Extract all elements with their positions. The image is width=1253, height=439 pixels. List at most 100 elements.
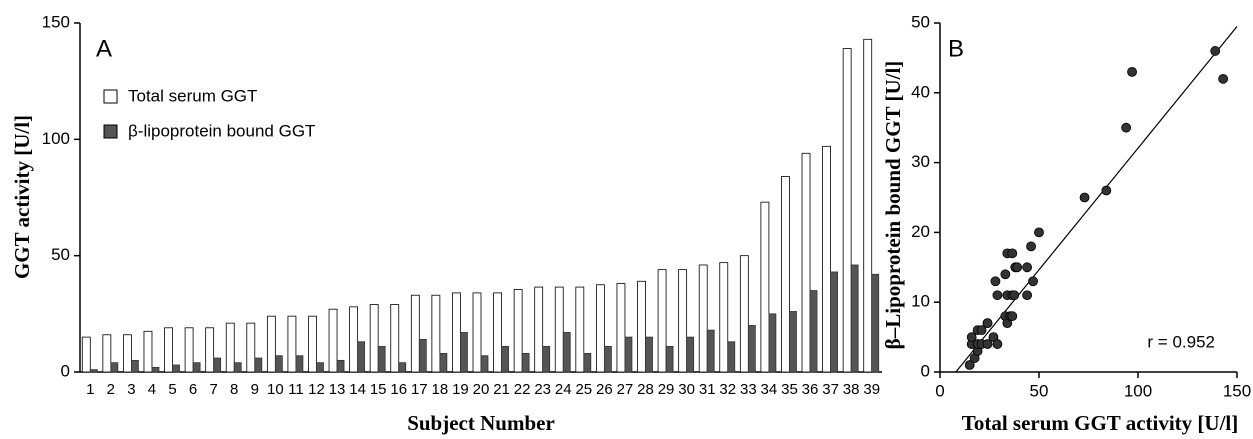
panel-label: B bbox=[948, 35, 964, 62]
bar bbox=[562, 332, 571, 373]
bar bbox=[410, 294, 420, 373]
x-tick-label: 34 bbox=[761, 381, 778, 398]
bar bbox=[747, 325, 756, 373]
bar bbox=[583, 352, 592, 373]
bar bbox=[645, 336, 653, 373]
x-tick-label: 3 bbox=[127, 381, 135, 398]
point bbox=[990, 276, 1001, 287]
bar bbox=[225, 322, 235, 373]
point bbox=[1210, 46, 1221, 56]
bar bbox=[192, 362, 201, 373]
bar bbox=[205, 327, 215, 373]
y-tick-label: 10 bbox=[911, 292, 930, 311]
x-tick-label: 11 bbox=[288, 381, 304, 398]
bar bbox=[657, 269, 667, 373]
x-tick-label: 38 bbox=[843, 381, 860, 398]
bar bbox=[184, 327, 194, 373]
x-tick-label: 25 bbox=[575, 381, 592, 398]
bar bbox=[871, 273, 880, 373]
point bbox=[1009, 290, 1020, 301]
point bbox=[1101, 185, 1112, 196]
point bbox=[1121, 122, 1132, 133]
annotation: r = 0.952 bbox=[1147, 332, 1215, 351]
point bbox=[992, 290, 1003, 301]
bar bbox=[143, 330, 153, 373]
point bbox=[1028, 276, 1038, 287]
x-tick-label: 28 bbox=[637, 381, 654, 398]
bar bbox=[534, 286, 544, 373]
bar bbox=[254, 357, 263, 373]
bar bbox=[863, 38, 873, 373]
point bbox=[1026, 241, 1036, 252]
bar bbox=[390, 304, 400, 373]
legend-label: β-lipoprotein bound GGT bbox=[128, 121, 315, 140]
bar bbox=[151, 366, 160, 373]
x-tick-label: 26 bbox=[596, 381, 613, 398]
x-tick-label: 10 bbox=[267, 381, 284, 398]
bar bbox=[768, 313, 777, 373]
bar bbox=[809, 290, 818, 373]
bar bbox=[595, 284, 605, 373]
x-tick-label: 23 bbox=[534, 381, 551, 398]
point bbox=[1007, 248, 1018, 259]
bar bbox=[850, 264, 859, 373]
bar bbox=[377, 346, 386, 373]
bar bbox=[739, 255, 749, 373]
x-tick-label: 5 bbox=[168, 381, 176, 398]
x-tick-label: 22 bbox=[514, 381, 531, 398]
x-tick-label: 8 bbox=[230, 381, 238, 398]
bar bbox=[452, 292, 461, 373]
bar bbox=[123, 334, 132, 373]
bar bbox=[480, 355, 489, 373]
x-tick-label: 20 bbox=[473, 381, 490, 398]
bar bbox=[89, 369, 98, 373]
x-tick-label: 33 bbox=[740, 381, 757, 398]
bar bbox=[266, 315, 276, 373]
bar bbox=[213, 357, 222, 373]
x-tick-label: 12 bbox=[308, 381, 325, 398]
bar bbox=[102, 334, 112, 373]
y-tick-label: 0 bbox=[921, 361, 930, 380]
bar bbox=[233, 362, 242, 373]
bar bbox=[706, 329, 715, 373]
x-tick-label: 14 bbox=[349, 381, 366, 398]
x-axis-title: Total serum GGT activity [U/l] bbox=[962, 411, 1239, 435]
bar bbox=[308, 315, 317, 373]
bar bbox=[575, 286, 585, 373]
y-axis-title: β–Lipoprotein bound GGT [U/l] bbox=[881, 61, 905, 350]
bar bbox=[665, 346, 674, 373]
y-tick-label: 50 bbox=[51, 245, 70, 264]
x-tick-label: 32 bbox=[719, 381, 736, 398]
point bbox=[964, 360, 975, 370]
point bbox=[982, 318, 993, 329]
point bbox=[992, 339, 1003, 349]
x-tick-label: 2 bbox=[107, 381, 115, 398]
x-tick-label: 6 bbox=[189, 381, 197, 398]
bar bbox=[172, 364, 180, 373]
point bbox=[1000, 269, 1011, 280]
bar bbox=[760, 201, 770, 373]
bar bbox=[131, 359, 139, 373]
bar bbox=[431, 294, 441, 373]
x-tick-label: 39 bbox=[863, 381, 880, 398]
bar bbox=[637, 280, 646, 373]
bar bbox=[439, 352, 448, 373]
bar bbox=[719, 262, 729, 373]
bar bbox=[418, 339, 427, 373]
point bbox=[976, 325, 987, 336]
bar bbox=[460, 332, 468, 373]
point bbox=[1007, 311, 1018, 322]
bar bbox=[110, 362, 119, 373]
x-tick-label: 15 bbox=[370, 381, 387, 398]
bar bbox=[842, 48, 852, 373]
y-tick-label: 40 bbox=[911, 82, 930, 101]
bar bbox=[698, 264, 708, 373]
point bbox=[1022, 262, 1033, 273]
x-tick-label: 31 bbox=[699, 381, 716, 398]
x-tick-label: 19 bbox=[452, 381, 469, 398]
bar bbox=[81, 336, 91, 373]
x-tick-label: 4 bbox=[148, 381, 156, 398]
point bbox=[1034, 227, 1044, 238]
x-tick-label: 37 bbox=[822, 381, 839, 398]
